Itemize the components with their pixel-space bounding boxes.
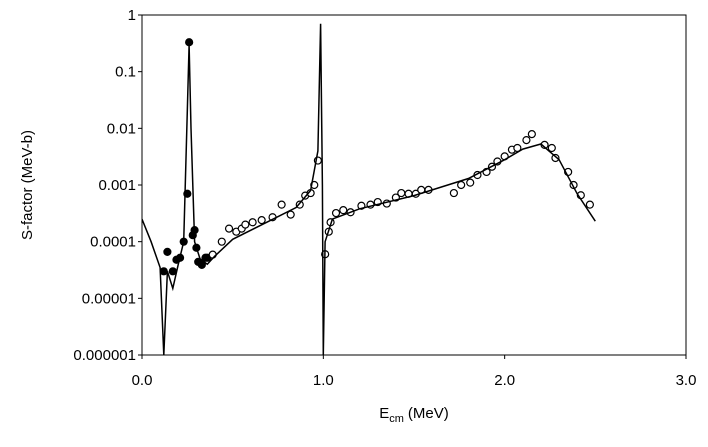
data-point xyxy=(168,267,177,276)
y-tick-label: 0.00001 xyxy=(82,290,136,307)
data-point xyxy=(217,237,226,246)
data-point xyxy=(331,208,341,218)
y-tick-label: 0.01 xyxy=(107,120,136,137)
plot-frame xyxy=(141,14,687,356)
x-tick-label: 2.0 xyxy=(494,372,515,389)
y-tick-label: 0.001 xyxy=(98,177,136,194)
data-point xyxy=(522,135,531,145)
y-tick-label: 0.000001 xyxy=(73,347,136,364)
data-point xyxy=(466,178,475,187)
data-point xyxy=(397,188,406,198)
data-point xyxy=(159,267,168,276)
data-point xyxy=(286,210,295,219)
y-axis-label: S-factor (MeV-b) xyxy=(19,130,36,240)
data-point xyxy=(551,153,560,163)
x-tick-label: 3.0 xyxy=(676,372,697,389)
data-point xyxy=(339,206,348,215)
plot-area xyxy=(142,23,596,355)
data-point xyxy=(224,224,234,233)
x-tick-label: 1.0 xyxy=(313,372,334,389)
x-axis-label-sub: cm xyxy=(389,413,404,425)
fit-line xyxy=(142,23,596,355)
data-point xyxy=(457,180,466,190)
data-point xyxy=(585,200,594,209)
data-point xyxy=(241,220,250,229)
x-axis-label-unit: (MeV) xyxy=(408,405,449,422)
data-point xyxy=(248,218,257,227)
x-axis-label-main: E xyxy=(379,405,389,422)
data-point xyxy=(197,260,206,269)
data-point xyxy=(449,188,458,198)
data-point xyxy=(277,200,286,209)
y-tick-label: 1 xyxy=(128,7,136,24)
data-point xyxy=(163,247,172,256)
data-point xyxy=(208,250,217,259)
y-tick-label: 0.0001 xyxy=(90,234,136,251)
x-axis-label: Ecm (MeV) xyxy=(379,405,449,425)
data-point xyxy=(527,130,536,139)
data-point xyxy=(257,216,266,225)
data-point xyxy=(547,143,556,153)
y-tick-label: 0.1 xyxy=(115,64,136,81)
x-tick-label: 0.0 xyxy=(132,372,153,389)
